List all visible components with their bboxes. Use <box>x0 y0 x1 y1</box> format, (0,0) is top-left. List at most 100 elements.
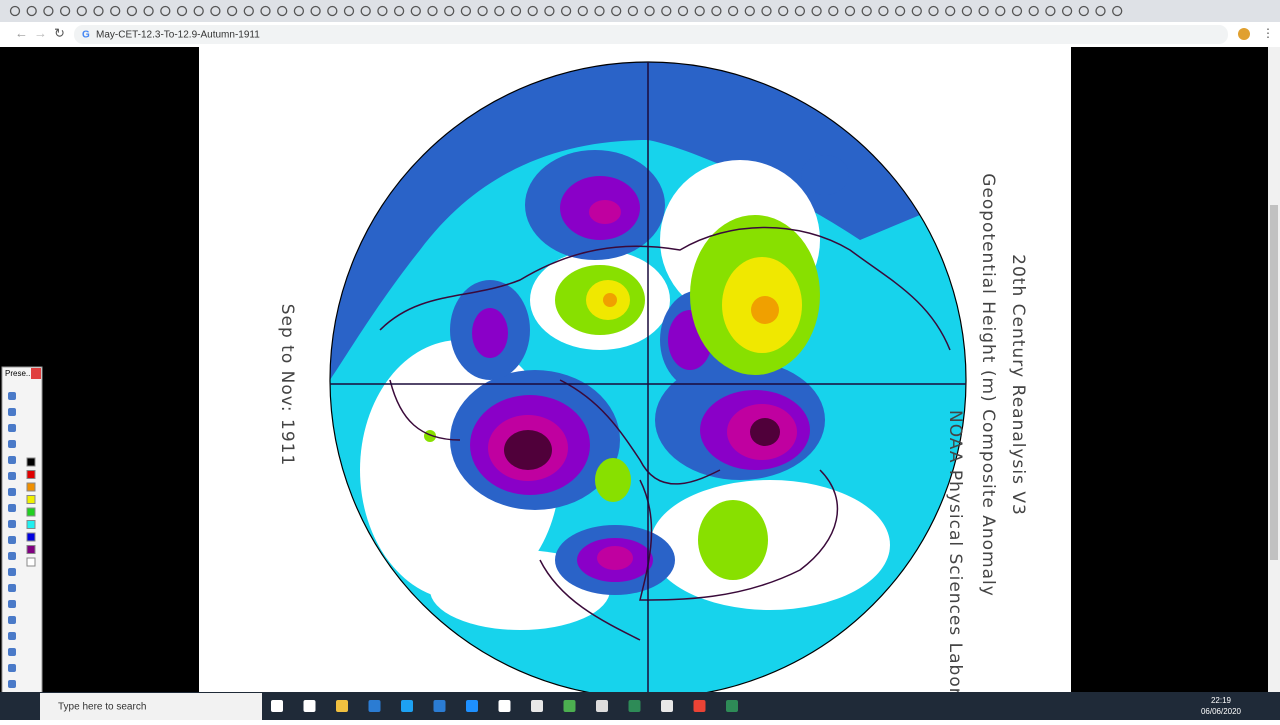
tab[interactable] <box>193 5 204 17</box>
tab[interactable] <box>360 5 371 17</box>
tab[interactable] <box>260 5 271 17</box>
tab[interactable] <box>176 5 188 17</box>
palette-tool[interactable] <box>8 648 16 656</box>
taskbar-app[interactable] <box>693 700 706 712</box>
tab[interactable] <box>126 5 138 17</box>
tab[interactable] <box>911 5 922 17</box>
tab[interactable] <box>226 5 238 17</box>
tab[interactable] <box>878 5 889 17</box>
palette-tool[interactable] <box>8 408 16 416</box>
tab[interactable] <box>9 5 21 17</box>
palette-color[interactable] <box>26 495 36 504</box>
tab[interactable] <box>544 5 555 17</box>
palette-tool[interactable] <box>8 664 16 672</box>
tab[interactable] <box>477 5 488 17</box>
palette-tool[interactable] <box>8 680 16 688</box>
tab[interactable] <box>661 5 672 17</box>
scroll-thumb[interactable] <box>1270 205 1278 560</box>
tab[interactable] <box>644 5 655 17</box>
taskbar-app[interactable] <box>628 700 641 712</box>
palette-color[interactable] <box>26 482 36 492</box>
tab[interactable] <box>277 5 288 17</box>
taskbar-app[interactable] <box>433 700 446 712</box>
palette-color[interactable] <box>26 532 36 542</box>
tab[interactable] <box>794 5 806 17</box>
tab[interactable] <box>310 5 321 17</box>
tab[interactable] <box>711 5 722 17</box>
tab[interactable] <box>861 5 872 17</box>
back-button[interactable]: ← <box>15 25 28 40</box>
taskbar-app[interactable] <box>271 700 283 712</box>
tab[interactable] <box>527 5 538 17</box>
tab[interactable] <box>59 5 71 17</box>
palette-tool[interactable] <box>8 520 16 528</box>
tab[interactable] <box>1078 5 1089 17</box>
menu-button[interactable]: ⋮ <box>1262 26 1274 40</box>
taskbar-app[interactable] <box>401 700 413 712</box>
tab[interactable] <box>210 5 221 17</box>
taskbar-app[interactable] <box>726 700 738 712</box>
tab[interactable] <box>510 5 522 17</box>
taskbar-app[interactable] <box>303 700 316 712</box>
taskbar-app[interactable] <box>466 700 478 712</box>
tab[interactable] <box>594 5 605 17</box>
tab[interactable] <box>844 5 856 17</box>
tab[interactable] <box>744 5 755 17</box>
tab[interactable] <box>761 5 772 17</box>
tab[interactable] <box>577 5 588 17</box>
palette-color[interactable] <box>26 520 36 529</box>
tab[interactable] <box>677 5 689 17</box>
palette-tool[interactable] <box>8 504 16 512</box>
tab[interactable] <box>293 5 305 17</box>
tab[interactable] <box>961 5 973 17</box>
tab[interactable] <box>811 5 822 17</box>
palette-tool[interactable] <box>8 456 16 464</box>
taskbar-app[interactable] <box>563 700 576 712</box>
tab[interactable] <box>1095 5 1106 17</box>
tab[interactable] <box>611 5 622 17</box>
palette-color[interactable] <box>26 470 36 479</box>
tab[interactable] <box>393 5 405 17</box>
tab[interactable] <box>1061 5 1073 17</box>
tab[interactable] <box>160 5 171 17</box>
tab[interactable] <box>727 5 739 17</box>
tab[interactable] <box>26 5 37 17</box>
search-box[interactable] <box>40 693 262 720</box>
taskbar-app[interactable] <box>596 700 608 712</box>
tab[interactable] <box>93 5 104 17</box>
palette-tool[interactable] <box>8 600 16 608</box>
tab[interactable] <box>1112 5 1123 17</box>
forward-button[interactable]: → <box>34 25 47 40</box>
tab[interactable] <box>894 5 906 17</box>
tab[interactable] <box>828 5 839 17</box>
tab[interactable] <box>143 5 154 17</box>
palette-tool[interactable] <box>8 440 16 448</box>
tab[interactable] <box>243 5 254 17</box>
palette-tool[interactable] <box>8 424 16 432</box>
taskbar-app[interactable] <box>531 700 543 712</box>
address-bar[interactable] <box>74 25 1228 44</box>
palette-color[interactable] <box>26 557 36 567</box>
tab[interactable] <box>76 5 87 17</box>
tab[interactable] <box>494 5 505 17</box>
tab[interactable] <box>460 5 472 17</box>
tab[interactable] <box>978 5 989 17</box>
palette-color[interactable] <box>26 457 36 467</box>
tab[interactable] <box>928 5 939 17</box>
tab[interactable] <box>377 5 388 17</box>
tab[interactable] <box>327 5 338 17</box>
palette-tool[interactable] <box>8 584 16 592</box>
tab[interactable] <box>444 5 455 17</box>
tab[interactable] <box>110 5 121 17</box>
palette-close[interactable] <box>31 368 41 379</box>
tab[interactable] <box>1045 5 1056 17</box>
tab[interactable] <box>560 5 572 17</box>
palette-tool[interactable] <box>8 472 16 480</box>
tab[interactable] <box>1028 5 1039 17</box>
tab[interactable] <box>410 5 421 17</box>
taskbar-app[interactable] <box>661 700 673 712</box>
reload-button[interactable]: ↻ <box>54 25 65 40</box>
palette-tool[interactable] <box>8 536 16 544</box>
palette-tool[interactable] <box>8 632 16 640</box>
palette-tool[interactable] <box>8 616 16 624</box>
